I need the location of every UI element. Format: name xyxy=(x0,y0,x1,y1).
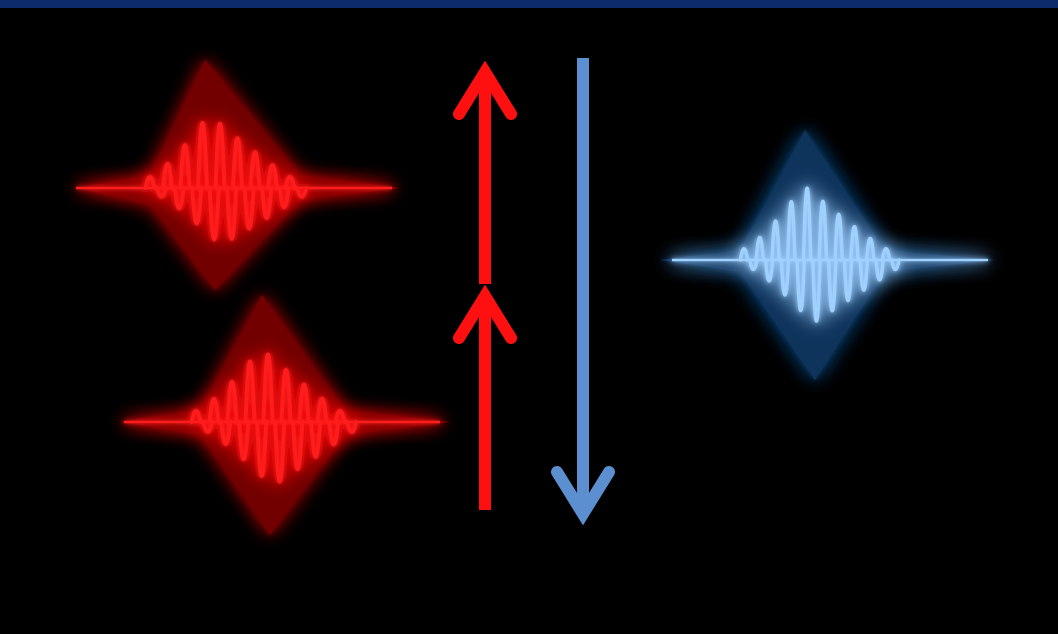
wave-oscillation xyxy=(143,174,169,199)
wave-envelope-glow xyxy=(78,60,400,290)
blue-down-arrow xyxy=(551,58,615,526)
wave-oscillation xyxy=(261,352,287,484)
wave-oscillation xyxy=(283,174,309,199)
wave-oscillation xyxy=(231,136,256,231)
red-wave-packet-upper-glow xyxy=(78,60,400,290)
top-bar xyxy=(0,0,1058,8)
wave-oscillation xyxy=(880,247,901,272)
wave-oscillation xyxy=(213,121,239,241)
wave-oscillation xyxy=(189,408,215,434)
wave-oscillation xyxy=(243,359,269,478)
wave-oscillation xyxy=(225,380,251,461)
wave-oscillation xyxy=(738,247,759,272)
wave-oscillation xyxy=(849,224,870,293)
wave-oscillation xyxy=(754,235,775,283)
wave-oscillation xyxy=(178,143,204,226)
wave-oscillation xyxy=(207,397,233,446)
wave-oscillation xyxy=(266,163,291,210)
wave-oscillation xyxy=(864,236,885,282)
wave-oscillation xyxy=(315,396,341,447)
red-wave-packet-upper xyxy=(76,120,392,242)
red-up-arrow-lower xyxy=(453,284,517,510)
blue-wave-packet xyxy=(672,186,988,323)
wave-oscillation xyxy=(279,367,305,472)
wave-oscillation xyxy=(297,382,323,459)
wave-oscillation xyxy=(833,212,854,302)
wave-oscillation xyxy=(770,219,791,297)
red-wave-packet-lower-glow xyxy=(120,295,450,535)
wave-oscillation xyxy=(333,408,359,434)
red-wave-packet-lower xyxy=(124,352,440,484)
red-up-arrow-upper xyxy=(453,60,517,284)
wave-oscillation xyxy=(161,162,186,211)
wave-oscillation xyxy=(785,200,807,313)
wave-oscillation xyxy=(801,186,822,323)
wave-envelope-glow xyxy=(120,295,450,535)
wave-oscillation xyxy=(817,199,838,313)
wave-oscillation xyxy=(248,150,274,220)
wave-oscillation xyxy=(196,120,221,242)
